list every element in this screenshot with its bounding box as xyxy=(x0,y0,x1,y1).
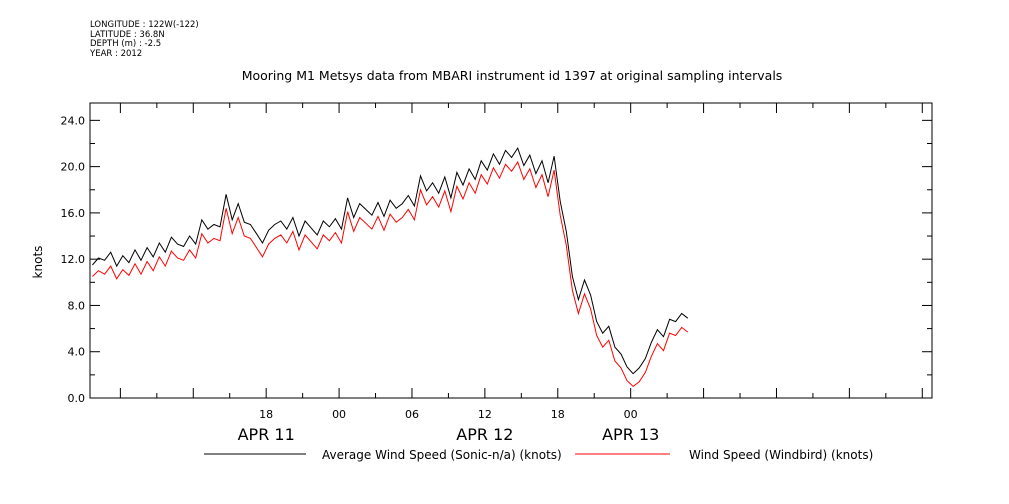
y-tick-label: 24.0 xyxy=(61,114,86,127)
x-tick-label: 18 xyxy=(551,408,565,421)
metadata-block: LONGITUDE : 122W(-122) LATITUDE : 36.8N … xyxy=(90,20,199,59)
legend: Average Wind Speed (Sonic-n/a) (knots) Wi… xyxy=(204,448,873,462)
x-tick-label: 18 xyxy=(259,408,273,421)
x-tick-label: 06 xyxy=(405,408,419,421)
plot-border xyxy=(89,102,933,399)
x-tick-label: 12 xyxy=(478,408,492,421)
y-axis-title: knots xyxy=(31,246,45,279)
metadata-depth: DEPTH (m) : -2.5 xyxy=(90,39,162,50)
series-sonic-line xyxy=(92,146,689,375)
y-tick-label: 4.0 xyxy=(68,346,86,359)
y-tick-label: 20.0 xyxy=(61,161,86,174)
chart-title: Mooring M1 Metsys data from MBARI instru… xyxy=(242,68,783,83)
metadata-longitude: LONGITUDE : 122W(-122) xyxy=(90,20,199,30)
x-date-label: APR 13 xyxy=(602,425,659,444)
y-tick-label: 0.0 xyxy=(68,392,86,405)
metadata-latitude: LATITUDE : 36.8N xyxy=(90,29,165,40)
x-axis: 18 00 06 12 18 00 APR 11 APR 12 APR 13 xyxy=(119,103,923,444)
legend-label: Average Wind Speed (Sonic-n/a) (knots) xyxy=(322,448,562,462)
x-date-label: APR 12 xyxy=(456,425,513,444)
series-windbird-line xyxy=(92,160,689,388)
x-date-label: APR 11 xyxy=(238,425,295,444)
metadata-year: YEAR : 2012 xyxy=(90,48,143,59)
legend-label: Wind Speed (Windbird) (knots) xyxy=(689,448,873,462)
y-tick-label: 16.0 xyxy=(61,207,86,220)
plot-frame xyxy=(89,102,933,399)
x-tick-label: 00 xyxy=(624,408,638,421)
y-tick-label: 8.0 xyxy=(68,299,86,312)
x-tick-label: 00 xyxy=(332,408,346,421)
series-layer xyxy=(92,146,689,388)
y-tick-label: 12.0 xyxy=(61,253,86,266)
y-axis: 0.0 4.0 8.0 12.0 16.0 20.0 24.0 xyxy=(61,114,932,405)
